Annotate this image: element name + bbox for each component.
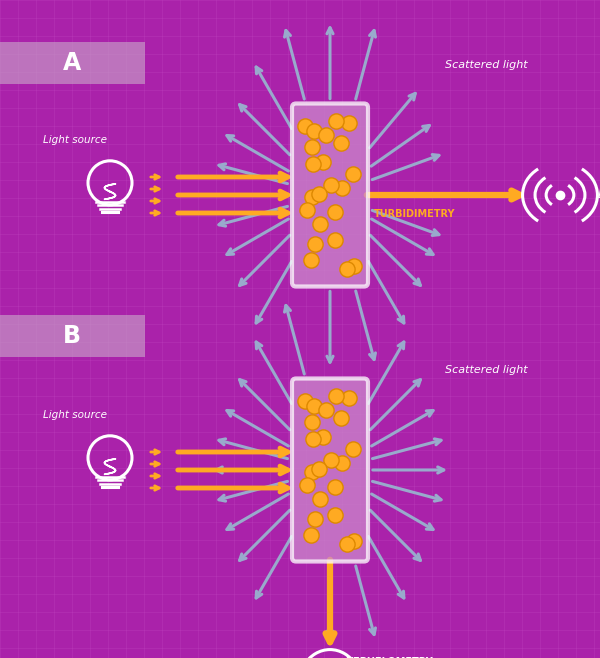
Bar — [0, 42, 145, 84]
Text: Detector: Detector — [598, 188, 600, 201]
Point — [314, 189, 324, 199]
FancyBboxPatch shape — [292, 378, 368, 561]
Point — [349, 443, 358, 454]
Text: Scattered light: Scattered light — [445, 365, 527, 375]
Point — [307, 467, 317, 478]
Point — [331, 391, 341, 401]
Point — [349, 168, 358, 179]
Point — [343, 264, 352, 274]
Point — [319, 157, 328, 167]
Point — [322, 130, 331, 140]
Point — [337, 183, 347, 193]
Text: TURBIDIMETRY: TURBIDIMETRY — [374, 209, 455, 219]
Point — [319, 432, 328, 442]
Point — [300, 395, 310, 406]
Point — [343, 539, 352, 549]
Point — [308, 159, 318, 169]
Point — [326, 180, 336, 191]
Text: Scattered light: Scattered light — [445, 60, 527, 70]
Point — [307, 192, 317, 203]
Point — [331, 235, 340, 245]
Text: Light source: Light source — [43, 135, 107, 145]
Point — [310, 239, 320, 249]
Point — [309, 126, 319, 136]
Text: A: A — [63, 51, 81, 75]
Point — [309, 401, 319, 411]
Point — [322, 405, 331, 415]
Point — [308, 434, 318, 444]
Point — [331, 116, 341, 126]
Bar — [0, 315, 145, 357]
Point — [307, 255, 316, 265]
Point — [350, 261, 359, 272]
Point — [314, 464, 324, 474]
Point — [350, 536, 359, 547]
Point — [326, 455, 336, 466]
Point — [300, 120, 310, 131]
Point — [336, 413, 346, 423]
Point — [307, 417, 317, 428]
Point — [307, 142, 317, 153]
Text: NEPHELOMETRY: NEPHELOMETRY — [345, 657, 433, 658]
Point — [302, 480, 312, 490]
Point — [315, 494, 325, 505]
Text: Light source: Light source — [43, 410, 107, 420]
Point — [331, 482, 340, 492]
Text: B: B — [63, 324, 81, 348]
Point — [307, 530, 316, 540]
FancyBboxPatch shape — [292, 103, 368, 286]
Point — [315, 219, 325, 230]
Point — [344, 118, 354, 128]
Point — [337, 458, 347, 468]
Point — [331, 510, 340, 520]
Point — [344, 393, 354, 403]
Point — [302, 205, 312, 215]
Point — [310, 514, 320, 524]
Point — [331, 207, 340, 217]
Point — [336, 138, 346, 148]
